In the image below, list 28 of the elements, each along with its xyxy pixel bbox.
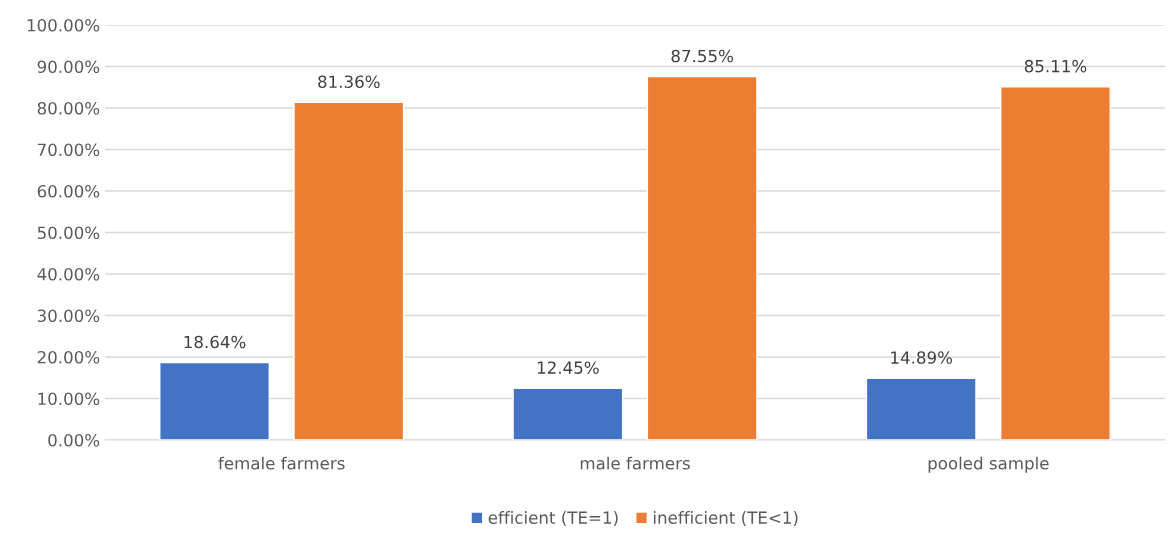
- bar: [293, 101, 405, 440]
- y-tick-label: 70.00%: [37, 143, 100, 157]
- legend-label: inefficient (TE<1): [653, 511, 798, 526]
- data-label: 14.89%: [891, 351, 953, 364]
- y-tick-label: 40.00%: [37, 267, 100, 281]
- y-tick-label: 0.00%: [48, 433, 100, 447]
- data-label: 18.64%: [184, 335, 246, 349]
- y-tick-label: 100.00%: [27, 18, 100, 32]
- y-tick-label: 80.00%: [37, 101, 100, 115]
- bar: [865, 377, 977, 440]
- data-label: 12.45%: [537, 361, 599, 374]
- bar: [1000, 86, 1111, 440]
- x-tick-label: pooled sample: [928, 456, 1049, 473]
- data-label: 87.55%: [671, 49, 733, 63]
- y-tick-label: 50.00%: [37, 226, 100, 240]
- y-tick-label: 20.00%: [37, 350, 100, 364]
- bar: [159, 361, 270, 440]
- bar: [512, 387, 624, 440]
- x-tick-label: male farmers: [580, 456, 690, 470]
- legend-label: efficient (TE=1): [488, 511, 618, 526]
- data-label: 85.11%: [1024, 59, 1087, 73]
- data-label: 81.36%: [318, 75, 380, 89]
- y-tick-label: 10.00%: [38, 392, 100, 406]
- y-tick-label: 30.00%: [37, 309, 100, 323]
- y-tick-label: 90.00%: [37, 60, 100, 74]
- y-tick-label: 60.00%: [37, 184, 100, 198]
- x-tick-label: female farmers: [218, 456, 345, 470]
- bar: [646, 75, 758, 440]
